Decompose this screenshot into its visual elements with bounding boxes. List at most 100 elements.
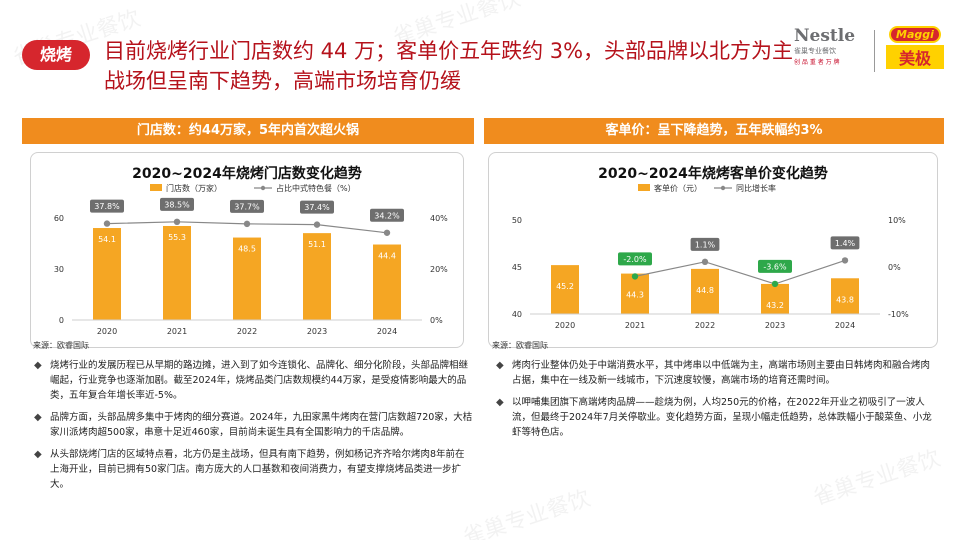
bullet-text: 从头部烧烤门店的区域特点看，北方仍是主战场，但具有南下趋势，例如杨记齐齐哈尔烤肉… (50, 449, 465, 490)
line-value-label: 1.4% (835, 239, 856, 248)
watermark: 雀巢专业餐饮 (460, 486, 594, 540)
avg-spend-chart: 客单价（元） 同比增长率 40 45 50 -10% 0% 10% 45.2 44.3 44.8 43… (512, 183, 909, 330)
right-chart-title: 2020~2024年烧烤客单价变化趋势 (598, 166, 828, 182)
bar (93, 228, 121, 320)
legend-line-marker (260, 185, 266, 191)
line-point (771, 280, 779, 288)
legend-line-marker (720, 185, 726, 191)
line-value-label: -2.0% (623, 255, 647, 264)
x-axis-tick-label: 2021 (167, 327, 187, 336)
line-point (313, 221, 321, 228)
bullet-text: 烧烤行业的发展历程已从早期的路边摊，进入到了如今连锁化、品牌化、细分化阶段，头部… (50, 360, 469, 401)
bar-value-label: 45.2 (556, 282, 574, 291)
left-bullet-list: ◆ 烧烤行业的发展历程已从早期的路边摊，进入到了如今连锁化、品牌化、细分化阶段，头… (34, 358, 474, 499)
line-value-label: -3.6% (763, 262, 787, 271)
x-axis-tick-label: 2022 (695, 321, 715, 330)
x-axis-tick-label: 2024 (377, 327, 397, 336)
diamond-bullet-icon: ◆ (496, 360, 504, 371)
line-point (173, 218, 181, 226)
section-tag: 烧烤 (22, 40, 90, 70)
bullet-text: 烤肉行业整体仍处于中端消费水平，其中烤串以中低端为主，高端市场则主要由日韩烤肉和… (512, 360, 931, 386)
legend-bar-swatch (150, 184, 162, 191)
y-axis-right-tick-label: 20% (430, 265, 448, 274)
bar-value-label: 44.3 (626, 291, 644, 300)
diamond-bullet-icon: ◆ (34, 449, 42, 460)
line-label-box (230, 199, 264, 213)
bar-value-label: 43.2 (766, 301, 784, 310)
y-axis-right-tick-label: 0% (430, 316, 443, 325)
bar (233, 237, 261, 320)
bar-value-label: 51.1 (308, 240, 326, 249)
x-axis-tick-label: 2020 (97, 327, 117, 336)
bar (551, 265, 579, 314)
line-point (841, 257, 849, 264)
nestle-logo-tagline: 创 品 重 者 万 牌 (794, 59, 840, 66)
bar-value-label: 54.1 (98, 235, 116, 244)
bullet-text: 以呷哺集团旗下高端烤肉品牌——趁烧为例，人均250元的价格，在2022年开业之初… (512, 397, 932, 438)
list-item: ◆ 烧烤行业的发展历程已从早期的路边摊，进入到了如今连锁化、品牌化、细分化阶段，头… (34, 358, 474, 403)
logo-divider (874, 30, 875, 72)
x-axis-tick-label: 2023 (765, 321, 785, 330)
bar-value-label: 44.8 (696, 286, 714, 295)
line-label-box (370, 208, 404, 222)
page-title: 目前烧烤行业门店数约 44 万；客单价五年跌约 3%，头部品牌以北方为主战场但呈… (104, 39, 794, 93)
bullet-text: 品牌方面，头部品牌多集中于烤肉的细分赛道。2024年，九田家黑牛烤肉在营门店数超… (50, 412, 473, 438)
diamond-bullet-icon: ◆ (34, 360, 42, 371)
line-point (383, 229, 391, 236)
y-axis-left-tick-label: 60 (54, 214, 64, 223)
bar (761, 283, 789, 314)
list-item: ◆ 品牌方面，头部品牌多集中于烤肉的细分赛道。2024年，九田家黑牛烤肉在营门店数… (34, 410, 474, 440)
legend-bar-swatch (638, 184, 650, 191)
legend-label: 同比增长率 (736, 183, 776, 193)
line-value-label: 37.4% (304, 203, 330, 212)
line-value-label: 38.5% (164, 200, 190, 209)
y-axis-left-tick-label: 40 (512, 310, 522, 319)
left-section-header: 门店数：约44万家，5年内首次超火锅 (22, 118, 474, 144)
line-point (701, 258, 709, 266)
bar (303, 233, 331, 320)
y-axis-right-tick-label: 10% (888, 216, 906, 225)
bar (163, 225, 191, 320)
line-label-box (160, 197, 194, 211)
maggi-logo-cn: 美极 (886, 45, 944, 69)
nestle-logo-subtitle: 雀巢专业餐饮 (794, 47, 836, 55)
line-label-box (90, 199, 124, 213)
legend-label: 占比中式特色餐（%） (276, 183, 356, 193)
y-axis-left-tick-label: 30 (54, 265, 64, 274)
x-axis-tick-label: 2020 (555, 321, 575, 330)
store-count-chart: 门店数（万家） 占比中式特色餐（%） 0 30 60 0% 20% 40% 54.1 55.3 48… (54, 183, 448, 336)
line-value-label: 37.8% (94, 202, 120, 211)
bar-value-label: 43.8 (836, 295, 854, 304)
y-axis-left-tick-label: 50 (512, 216, 522, 225)
right-section-header: 客单价：呈下降趋势，五年跌幅约3% (484, 118, 944, 144)
bar (691, 268, 719, 314)
bar (373, 244, 401, 320)
line-value-label: 34.2% (374, 211, 400, 220)
left-chart-title: 2020~2024年烧烤门店数变化趋势 (132, 166, 362, 182)
x-axis-tick-label: 2023 (307, 327, 327, 336)
bar-value-label: 44.4 (378, 252, 396, 261)
bar-value-label: 55.3 (168, 233, 186, 242)
x-axis-tick-label: 2024 (835, 321, 855, 330)
line-label-box (830, 236, 860, 250)
list-item: ◆ 以呷哺集团旗下高端烤肉品牌——趁烧为例，人均250元的价格，在2022年开业之… (496, 395, 932, 440)
maggi-logo-name: Maggi (889, 26, 941, 43)
diamond-bullet-icon: ◆ (34, 412, 42, 423)
series-line (634, 259, 846, 285)
line-label-box (690, 237, 720, 251)
y-axis-left-tick-label: 0 (59, 316, 64, 325)
legend-label: 门店数（万家） (166, 183, 222, 193)
maggi-logo: Maggi 美极 (886, 26, 944, 76)
line-value-label: 1.1% (695, 240, 716, 249)
line-label-box (300, 200, 334, 214)
bar (621, 273, 649, 314)
bar (831, 278, 859, 314)
list-item: ◆ 从头部烧烤门店的区域特点看，北方仍是主战场，但具有南下趋势，例如杨记齐齐哈尔烤… (34, 447, 474, 492)
watermark: 雀巢专业餐饮 (810, 446, 944, 511)
bar-value-label: 48.5 (238, 245, 256, 254)
diamond-bullet-icon: ◆ (496, 397, 504, 408)
y-axis-right-tick-label: -10% (888, 310, 909, 319)
line-label-box (758, 259, 792, 273)
right-chart-source: 来源：欧睿国际 (492, 341, 548, 350)
legend-label: 客单价（元） (654, 183, 702, 193)
